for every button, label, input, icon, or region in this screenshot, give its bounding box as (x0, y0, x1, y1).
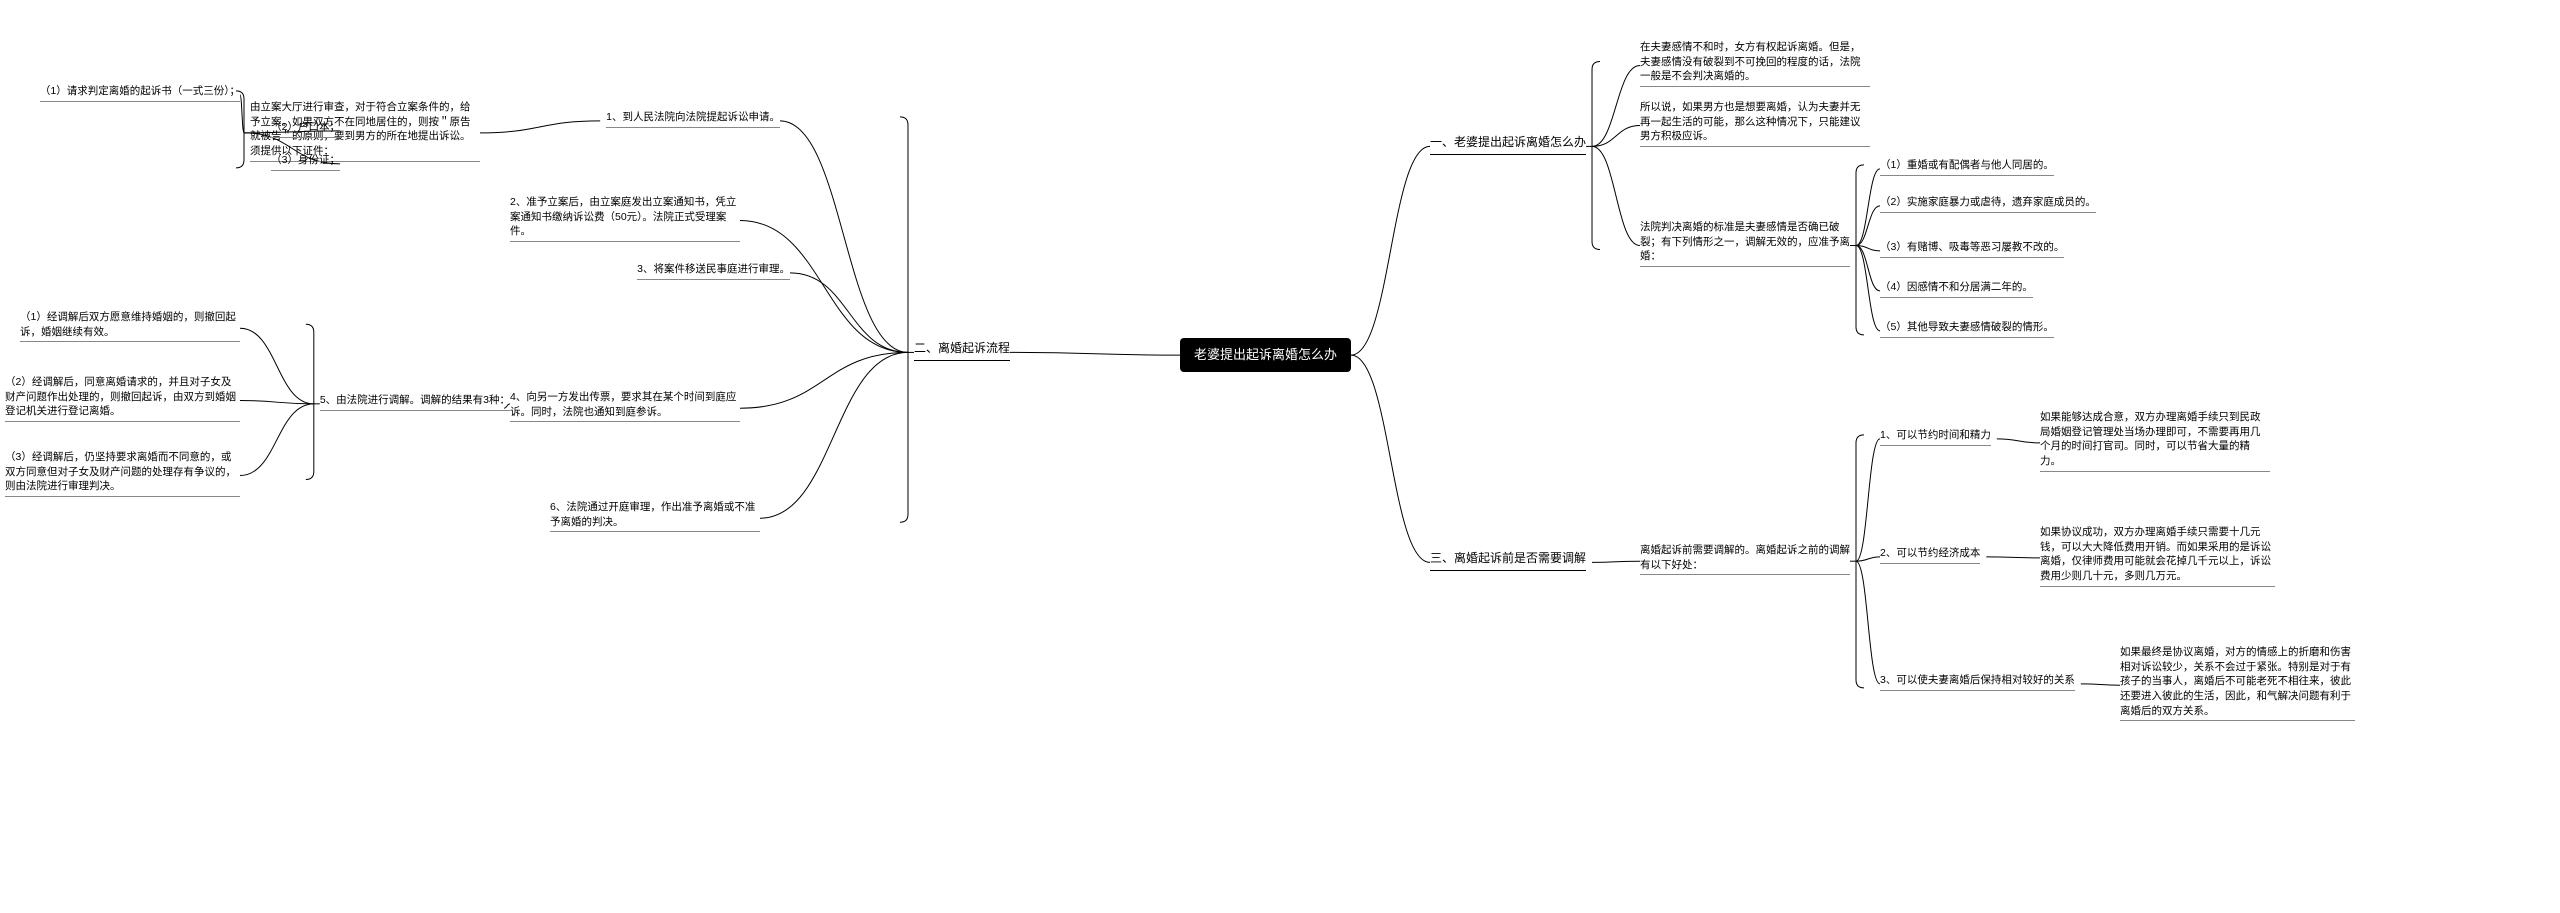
mindmap-node: 一、老婆提出起诉离婚怎么办 (1430, 134, 1586, 155)
mindmap-node: 所以说，如果男方也是想要离婚，认为夫妻并无再一起生活的可能，那么这种情况下，只能… (1640, 100, 1870, 147)
mindmap-node: 如果能够达成合意，双方办理离婚手续只到民政局婚姻登记管理处当场办理即可，不需要再… (2040, 410, 2270, 472)
mindmap-node: 在夫妻感情不和时，女方有权起诉离婚。但是，夫妻感情没有破裂到不可挽回的程度的话，… (1640, 40, 1870, 87)
mindmap-node: （2）经调解后，同意离婚请求的，并且对子女及财产问题作出处理的，则撤回起诉，由双… (5, 375, 240, 422)
mindmap-node: （2）实施家庭暴力或虐待，遗弃家庭成员的。 (1880, 195, 2096, 213)
mindmap-node: 老婆提出起诉离婚怎么办 (1180, 338, 1351, 372)
mindmap-node: 三、离婚起诉前是否需要调解 (1430, 550, 1586, 571)
mindmap-node: （1）重婚或有配偶者与他人同居的。 (1880, 158, 2054, 176)
mindmap-node: （5）其他导致夫妻感情破裂的情形。 (1880, 320, 2054, 338)
mindmap-node: 1、到人民法院向法院提起诉讼申请。 (606, 110, 780, 128)
mindmap-node: （4）因感情不和分居满二年的。 (1880, 280, 2033, 298)
mindmap-node: 4、向另一方发出传票，要求其在某个时间到庭应诉。同时，法院也通知到庭参诉。 (510, 390, 740, 422)
mindmap-node: （2）户口本； (271, 120, 340, 138)
mindmap-node: 3、可以使夫妻离婚后保持相对较好的关系 (1880, 673, 2075, 691)
mindmap-node: 3、将案件移送民事庭进行审理。 (637, 262, 790, 280)
mindmap-node: （3）身份证； (271, 153, 340, 171)
mindmap-node: （1）经调解后双方愿意维持婚姻的，则撤回起诉，婚姻继续有效。 (20, 310, 240, 342)
mindmap-node: 法院判决离婚的标准是夫妻感情是否确已破裂；有下列情形之一，调解无效的，应准予离婚… (1640, 220, 1850, 267)
mindmap-node: 离婚起诉前需要调解的。离婚起诉之前的调解有以下好处： (1640, 543, 1850, 575)
mindmap-node: 2、准予立案后，由立案庭发出立案通知书，凭立案通知书缴纳诉讼费（50元）。法院正… (510, 195, 740, 242)
mindmap-node: 二、离婚起诉流程 (914, 340, 1010, 361)
mindmap-node: （3）经调解后，仍坚持要求离婚而不同意的，或双方同意但对子女及财产问题的处理存有… (5, 450, 240, 497)
mindmap-node: 如果协议成功，双方办理离婚手续只需要十几元钱，可以大大降低费用开销。而如果采用的… (2040, 525, 2275, 587)
mindmap-node: （3）有赌博、吸毒等恶习屡教不改的。 (1880, 240, 2064, 258)
mindmap-node: 1、可以节约时间和精力 (1880, 428, 1991, 446)
mindmap-node: 5、由法院进行调解。调解的结果有3种： (320, 393, 510, 411)
mindmap-node: 6、法院通过开庭审理，作出准予离婚或不准予离婚的判决。 (550, 500, 760, 532)
mindmap-node: 2、可以节约经济成本 (1880, 546, 1980, 564)
mindmap-node: （1）请求判定离婚的起诉书（一式三份）； (40, 84, 240, 102)
mindmap-node: 如果最终是协议离婚，对方的情感上的折磨和伤害相对诉讼较少，关系不会过于紧张。特别… (2120, 645, 2355, 721)
